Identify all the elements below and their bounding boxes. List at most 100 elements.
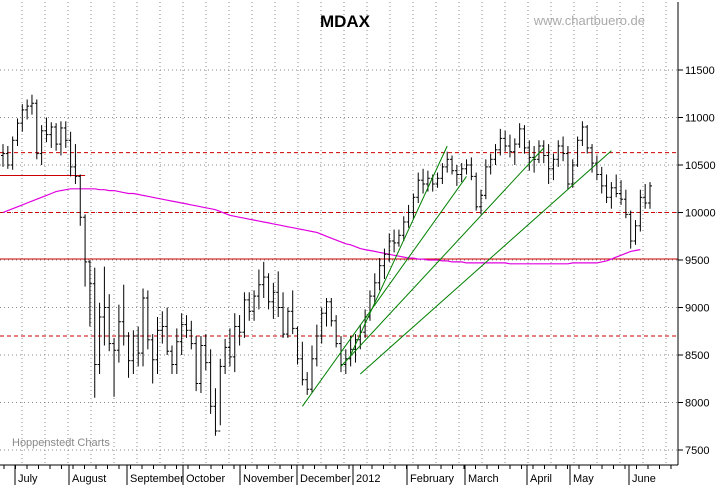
ohlc-bar [541, 140, 546, 164]
moving-average-line [2, 188, 641, 265]
ohlc-bar [570, 159, 575, 188]
ohlc-bar [575, 136, 580, 167]
ohlc-bar [392, 229, 397, 253]
ohlc-bar [406, 204, 411, 228]
x-month-label: May [573, 473, 594, 485]
y-tick-label: 8500 [685, 350, 709, 362]
ohlc-bar [179, 313, 184, 355]
ohlc-bar [227, 328, 232, 367]
ohlc-bar [252, 290, 257, 321]
trend-line [359, 150, 612, 375]
ohlc-bar [83, 214, 88, 287]
watermark-text: www.chartbuero.de [533, 13, 645, 28]
x-month-label: February [410, 473, 455, 485]
ohlc-bar [247, 292, 252, 321]
y-tick-label: 8000 [685, 398, 709, 410]
ohlc-bar [54, 123, 59, 151]
x-month-label: April [530, 473, 552, 485]
trend-lines [301, 145, 612, 407]
ohlc-bar [411, 193, 416, 219]
ohlc-bar [507, 134, 512, 158]
ohlc-bar [372, 273, 377, 306]
ohlc-bar [198, 336, 203, 393]
ohlc-bar [141, 288, 146, 367]
ohlc-bar [44, 117, 49, 143]
ohlc-bar [290, 290, 295, 335]
ohlc-bar [493, 144, 498, 165]
x-month-label: August [72, 473, 106, 485]
ohlc-bar [276, 271, 281, 317]
ohlc-bar [314, 324, 319, 367]
ohlc-bar [25, 99, 30, 120]
ohlc-bar [459, 163, 464, 183]
ohlc-bar [377, 258, 382, 291]
ohlc-bar [527, 140, 532, 171]
ohlc-bar [300, 341, 305, 386]
ohlc-bar [165, 307, 170, 355]
ohlc-bar [189, 320, 194, 350]
ohlc-bar [112, 337, 117, 397]
ohlc-bar [479, 189, 484, 215]
ohlc-bar [194, 336, 199, 392]
ohlc-bar [121, 284, 126, 346]
ohlc-bar [512, 138, 517, 165]
ohlc-bar [150, 334, 155, 384]
ohlc-bar [561, 136, 566, 162]
y-tick-label: 10500 [685, 160, 716, 172]
ohlc-bar [266, 273, 271, 310]
ohlc-bar [469, 157, 474, 181]
ohlc-bar [488, 153, 493, 175]
ohlc-bar [324, 298, 329, 327]
ohlc-bar [5, 146, 10, 169]
ohlc-bar [498, 128, 503, 156]
ohlc-bar [261, 261, 266, 298]
y-tick-label: 9500 [685, 255, 709, 267]
ohlc-bar [387, 233, 392, 262]
credit-text: Hoppenstedt Charts [12, 437, 110, 449]
axes: 7500 8000 8500 9000 9500 10000 10500 11000 11500… [0, 2, 716, 485]
ohlc-bar [396, 229, 401, 247]
trend-line [340, 147, 545, 367]
ohlc-bar [10, 136, 15, 170]
ohlc-bar [440, 163, 445, 184]
x-month-label: 2012 [356, 473, 380, 485]
ohlc-bar [522, 125, 527, 154]
ohlc-bar [416, 172, 421, 203]
ohlc-bar [174, 328, 179, 374]
ohlc-bar [107, 294, 112, 352]
trend-line [301, 176, 467, 407]
ohlc-bar [271, 282, 276, 319]
ohlc-bar [20, 104, 25, 132]
ohlc-bar [169, 345, 174, 374]
ohlc-bar [116, 304, 121, 363]
ohlc-bar [474, 172, 479, 211]
ohlc-bar [536, 140, 541, 164]
ohlc-bar [551, 153, 556, 181]
ohlc-bar [329, 298, 334, 327]
ohlc-bar [585, 125, 590, 154]
ohlc-bar [648, 182, 652, 209]
ohlc-bar [609, 182, 614, 209]
y-tick-label: 11500 [685, 65, 715, 77]
x-month-label: June [632, 473, 656, 485]
ohlc-bar [78, 174, 83, 226]
trend-line [350, 145, 448, 356]
ohlc-bar [242, 292, 247, 338]
ohlc-bar [348, 336, 353, 367]
ohlc-bar [580, 121, 585, 146]
ohlc-bar [285, 307, 290, 338]
ohlc-bar [305, 372, 310, 395]
x-month-label: July [18, 473, 38, 485]
x-month-label: December [300, 473, 351, 485]
x-month-label: September [130, 473, 184, 485]
moving-average [2, 188, 641, 265]
ohlc-bar [68, 131, 73, 177]
ohlc-bar [160, 311, 165, 344]
ohlc-bar [565, 146, 570, 190]
ohlc-bar [256, 269, 261, 310]
ohlc-bar [401, 216, 406, 241]
ohlc-bar [643, 184, 648, 209]
ohlc-bar [594, 155, 599, 181]
ohlc-bar [213, 388, 218, 436]
ohlc-bar [218, 358, 223, 432]
